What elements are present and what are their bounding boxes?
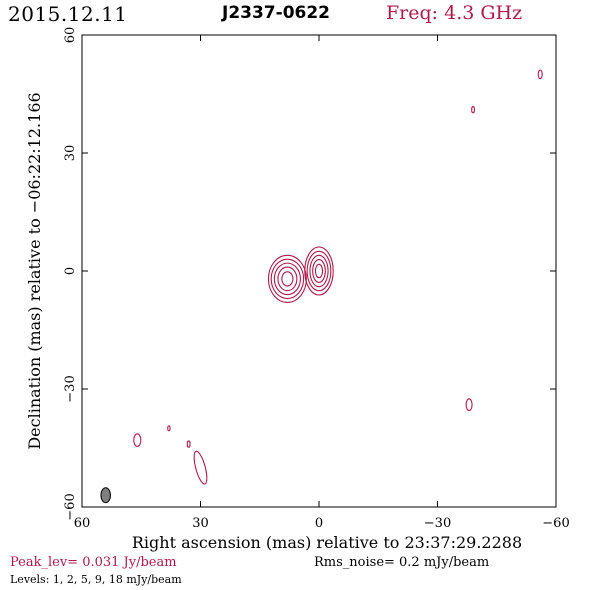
contour-line <box>273 262 301 296</box>
beam-ellipse <box>100 487 111 504</box>
contour-line <box>306 250 332 292</box>
contour-layer <box>100 69 543 504</box>
y-tick-label: −60 <box>63 493 78 520</box>
observation-date: 2015.12.11 <box>8 2 128 26</box>
rms-noise: Rms_noise= 0.2 mJy/beam <box>314 555 490 570</box>
contour-line <box>537 69 543 80</box>
contour-line <box>277 266 298 292</box>
contour-levels: Levels: 1, 2, 5, 9, 18 mJy/beam <box>10 573 182 586</box>
x-tick-label: −60 <box>542 516 569 531</box>
contour-line <box>193 450 208 485</box>
plot-footer: Peak_lev= 0.031 Jy/beam Rms_noise= 0.2 m… <box>0 550 590 590</box>
contour-line <box>312 259 326 283</box>
contour-line <box>281 271 294 287</box>
plot-header: 2015.12.11 J2337-0622 Freq: 4.3 GHz <box>0 0 590 30</box>
y-tick-label: −30 <box>63 375 78 402</box>
frequency-label: Freq: 4.3 GHz <box>386 2 523 24</box>
plot-frame <box>81 34 557 508</box>
x-axis-label: Right ascension (mas) relative to 23:37:… <box>132 533 522 552</box>
contour-line <box>270 258 305 300</box>
y-axis-label: Declination (mas) relative to −06:22:12.… <box>25 92 44 449</box>
contour-line <box>314 263 324 279</box>
tick-marks <box>81 34 557 508</box>
contour-line <box>471 106 475 114</box>
y-tick-label: 0 <box>63 267 78 275</box>
x-tick-label: 60 <box>74 516 91 531</box>
contour-line <box>133 433 142 447</box>
contour-line <box>465 398 473 412</box>
x-tick-label: 0 <box>315 516 323 531</box>
peak-level: Peak_lev= 0.031 Jy/beam <box>10 555 177 570</box>
contour-line <box>309 254 329 288</box>
contour-line <box>304 246 334 296</box>
contour-line <box>186 440 191 448</box>
source-name: J2337-0622 <box>222 3 331 23</box>
y-tick-label: 60 <box>63 27 78 44</box>
contour-line <box>167 425 171 432</box>
y-tick-label: 30 <box>63 145 78 162</box>
x-tick-label: −30 <box>424 516 451 531</box>
contour-line <box>267 254 307 304</box>
x-tick-label: 30 <box>192 516 209 531</box>
